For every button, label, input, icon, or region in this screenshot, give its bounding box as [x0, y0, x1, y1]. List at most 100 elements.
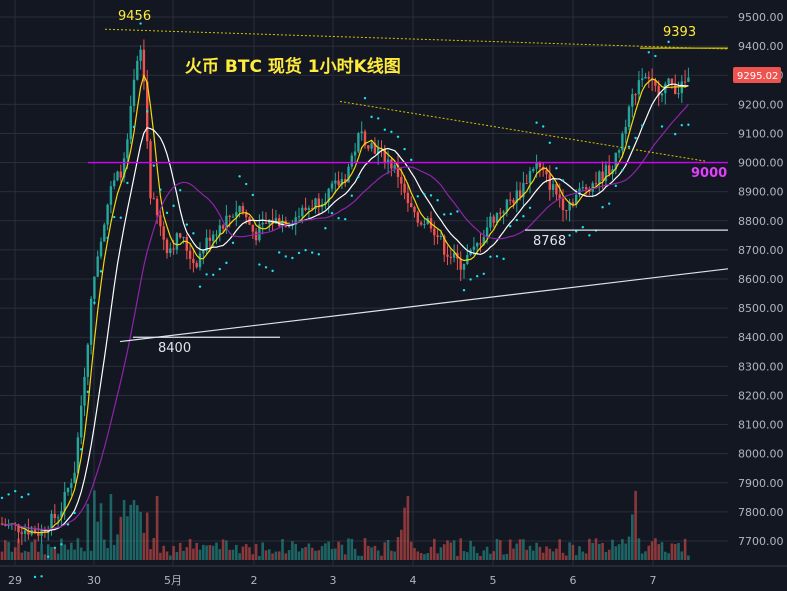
volume-bar	[205, 545, 208, 560]
volume-bar	[631, 514, 634, 560]
candle-body	[218, 225, 221, 235]
candle-body	[231, 216, 235, 218]
volume-bar	[373, 545, 377, 560]
sar-dot	[297, 251, 301, 255]
sar-dot	[106, 236, 109, 240]
candle-body	[413, 206, 416, 213]
candle-body	[528, 171, 532, 184]
sar-dot	[608, 202, 611, 205]
annotation-labels: 火币 BTC 现货 1小时K线图 9456 9393 8400 8768 900…	[118, 9, 727, 356]
volume-bar	[449, 542, 453, 560]
x-tick-label: 5月	[164, 574, 182, 587]
volume-bar	[145, 512, 149, 560]
sar-dot	[357, 175, 360, 179]
candle-body	[136, 60, 139, 80]
sar-dot	[27, 493, 30, 496]
candle-body	[621, 133, 624, 151]
sar-dot	[621, 169, 624, 172]
volume-bar	[423, 554, 426, 560]
sar-dot	[205, 273, 208, 276]
x-tick-label: 2	[251, 574, 258, 587]
sar-dot	[218, 267, 221, 271]
sar-dot	[73, 511, 76, 515]
volume-bar	[63, 544, 66, 560]
candle-body	[281, 220, 284, 227]
low-8400-label: 8400	[158, 341, 191, 356]
volume-bar	[673, 543, 677, 560]
candle-body	[103, 224, 106, 242]
y-tick-label: 8500.00	[738, 302, 784, 315]
volume-bar	[376, 550, 380, 560]
sar-dot	[449, 212, 452, 216]
volume-bar	[37, 551, 40, 560]
sar-dot	[80, 448, 83, 451]
sar-dot	[456, 210, 459, 213]
x-tick-label: 5	[490, 574, 497, 587]
volume-bar	[79, 547, 83, 560]
candle-body	[485, 227, 489, 238]
candle-body	[657, 85, 660, 96]
volume-bar	[330, 549, 334, 560]
sar-dot	[258, 263, 261, 266]
candle-body	[568, 202, 571, 211]
sar-dot	[152, 164, 155, 167]
volume-bar	[188, 538, 192, 560]
volume-bar	[386, 539, 390, 560]
sar-dot	[245, 182, 248, 186]
candle-body	[677, 93, 680, 95]
candle-body	[515, 190, 518, 203]
volume-bar	[489, 553, 492, 560]
sar-dot	[60, 543, 63, 546]
volume-bar	[426, 553, 429, 560]
volume-bar	[178, 542, 182, 560]
sar-dot	[172, 204, 175, 208]
volume-bar	[637, 538, 641, 560]
volume-bar	[324, 543, 327, 560]
volume-bar	[33, 539, 37, 560]
candle-body	[452, 252, 456, 258]
sar-dot	[192, 232, 195, 235]
sar-dot	[535, 121, 538, 124]
volume-bar	[334, 548, 337, 560]
candle-body	[522, 183, 525, 198]
candle-body	[400, 176, 403, 184]
candle-body	[337, 180, 340, 186]
volume-bar	[221, 539, 225, 560]
volume-bar	[258, 555, 261, 560]
volume-bar	[433, 538, 436, 560]
volume-bar	[268, 549, 271, 560]
sar-dot	[509, 225, 512, 228]
volume-bar	[281, 539, 284, 560]
candle-body	[317, 198, 320, 208]
candle-body	[353, 151, 357, 156]
volume-bar	[657, 544, 660, 560]
y-tick-label: 8000.00	[738, 448, 784, 461]
candle-body	[297, 216, 301, 218]
sar-dot	[403, 147, 406, 151]
volume-bar	[27, 551, 30, 560]
sar-dot	[47, 555, 50, 558]
sar-dot	[7, 493, 10, 496]
sar-dot	[198, 285, 202, 288]
volume-bar	[677, 543, 680, 560]
volume-bar	[291, 541, 294, 560]
volume-bar	[320, 546, 324, 560]
volume-bar	[363, 538, 367, 560]
sar-dot	[522, 215, 525, 218]
sar-dot	[33, 575, 37, 579]
volume-bar	[565, 555, 568, 560]
price-tag-bg	[733, 67, 781, 83]
sar-dot	[641, 124, 644, 127]
volume-bar	[116, 534, 119, 560]
sar-dot	[231, 241, 235, 245]
candle-body	[555, 184, 558, 195]
candle-body	[126, 139, 129, 159]
volume-bar	[195, 542, 198, 560]
volume-bar	[518, 539, 522, 560]
volume-bar	[466, 552, 469, 560]
sar-dot	[568, 234, 571, 237]
volume-bar	[568, 542, 571, 560]
volume-bar	[541, 552, 545, 560]
candle-body	[149, 141, 152, 199]
volume-bar	[380, 555, 383, 560]
